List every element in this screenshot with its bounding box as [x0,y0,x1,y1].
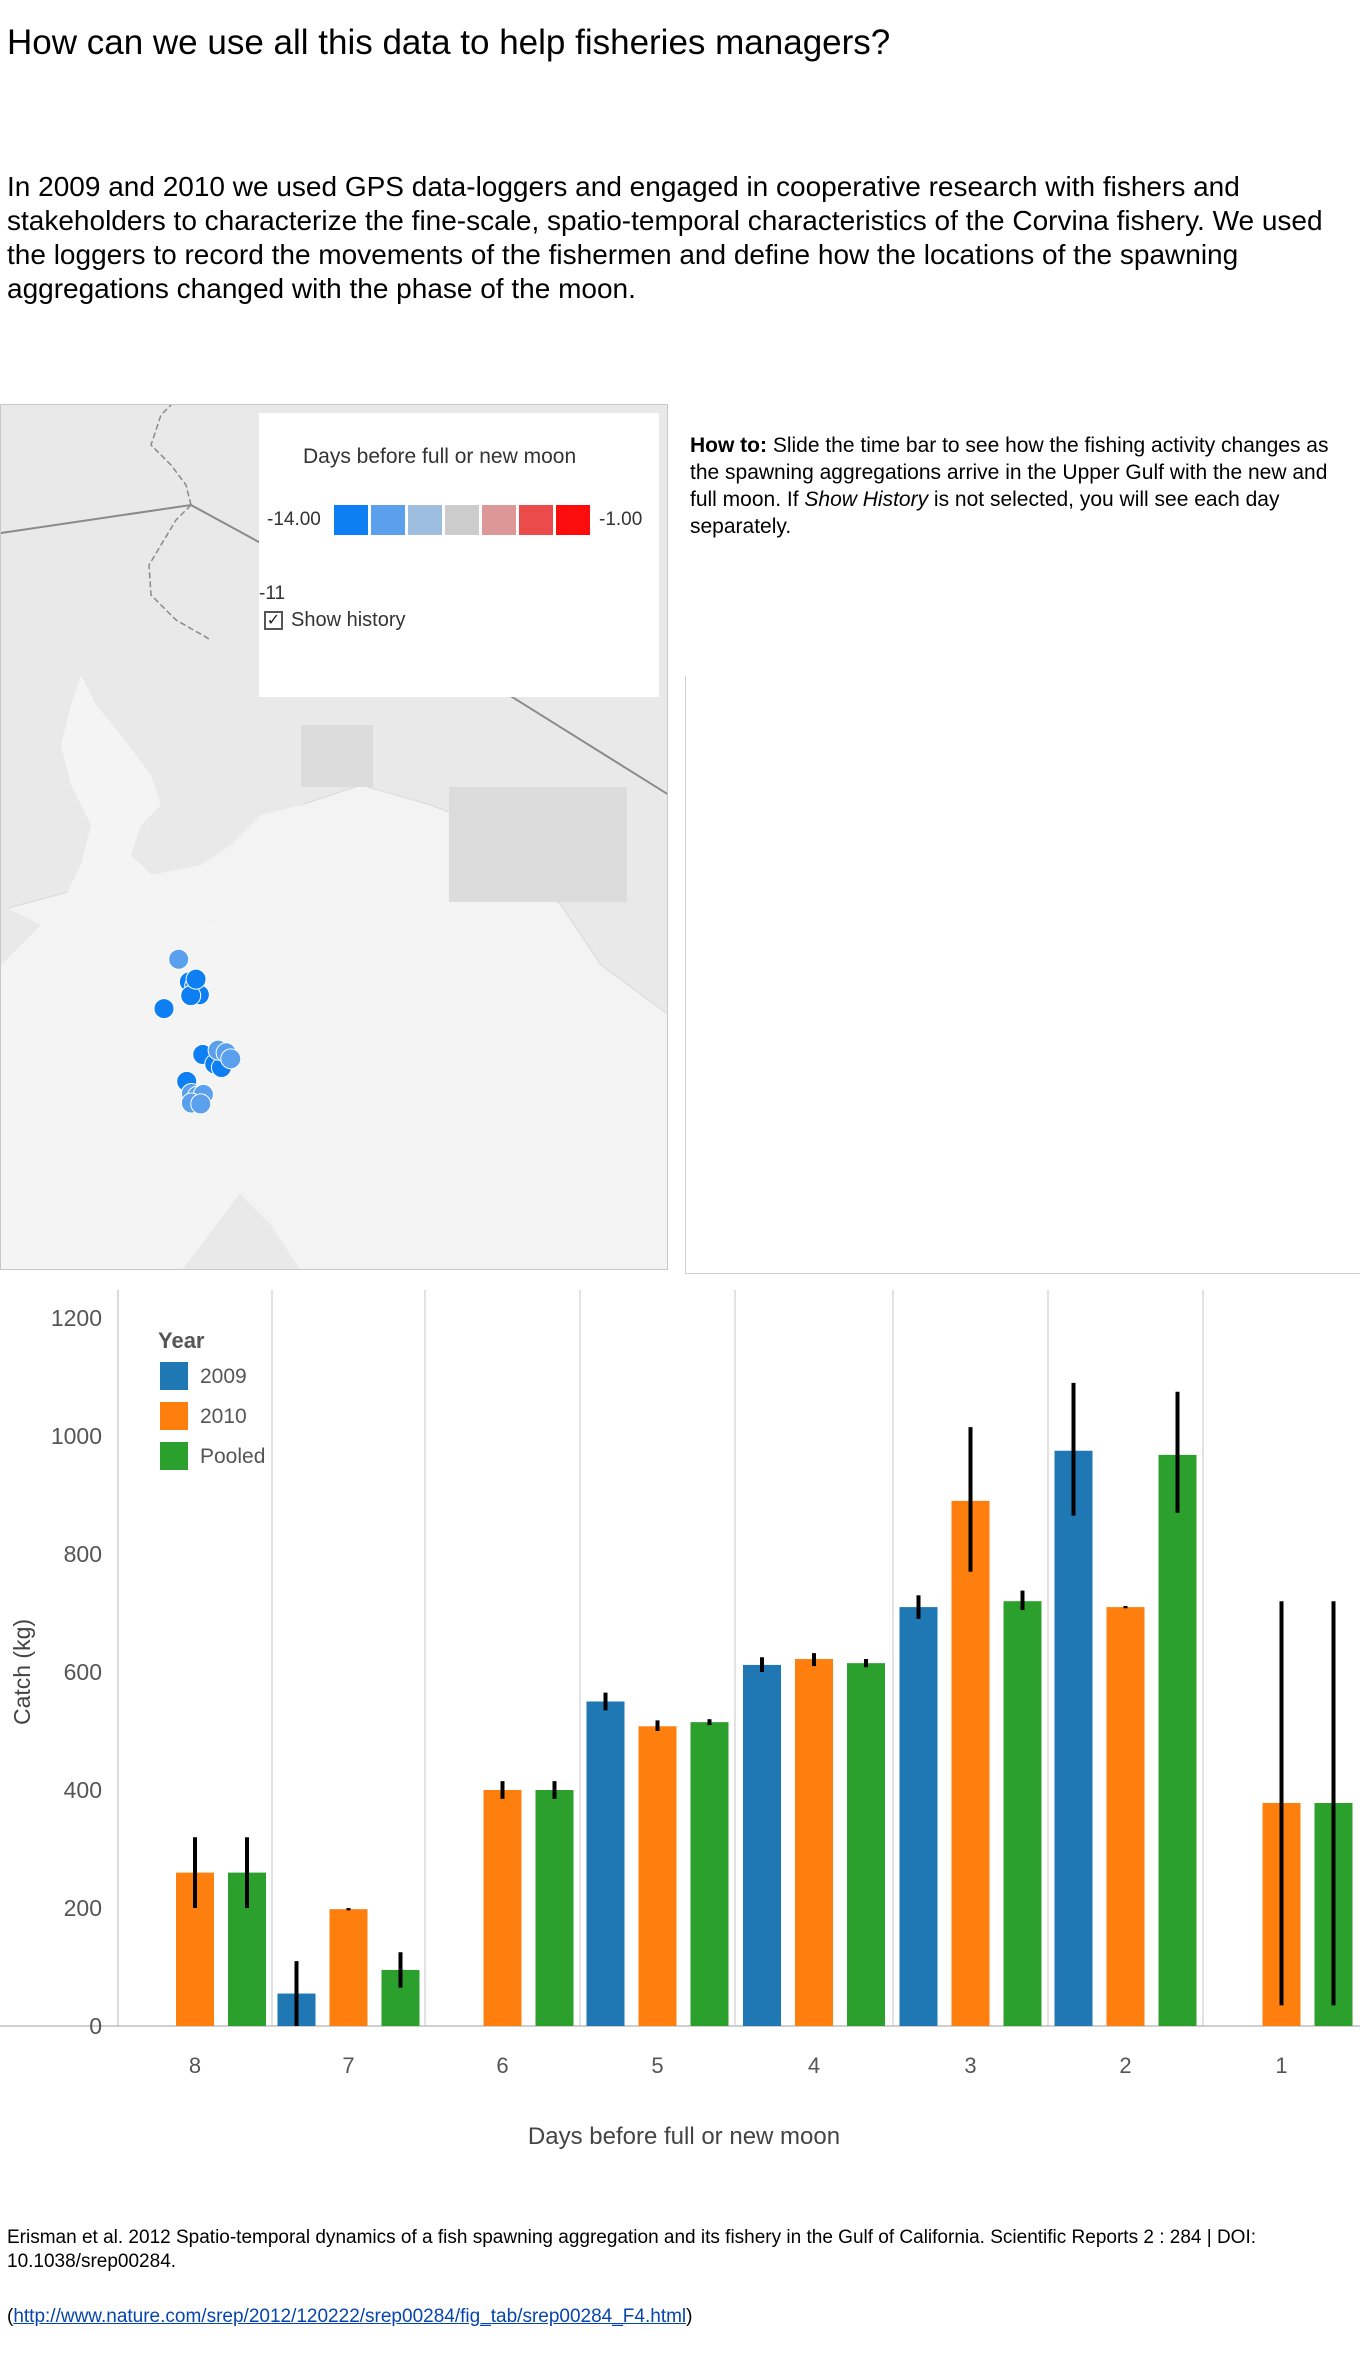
bar-2009-day-2[interactable] [1054,1450,1093,2026]
bar-pooled-day-3[interactable] [1003,1601,1042,2026]
bar-2010-day-3[interactable] [951,1500,990,2026]
ramp-swatch-3 [408,505,442,535]
howto-body-1: Slide the time bar to see how the fishin… [690,434,1329,511]
bar-2010-day-6[interactable] [483,1790,522,2026]
fishing-location-point[interactable] [185,968,207,990]
show-history-toggle[interactable]: ✓ Show history [264,609,406,632]
checkbox-checked-icon[interactable]: ✓ [264,611,283,630]
x-tick-label: 2 [1119,2053,1131,2078]
y-tick-label: 200 [64,1895,102,1921]
source-link-row: (http://www.nature.com/srep/2012/120222/… [7,2306,692,2328]
legend-label-2010: 2010 [200,1405,247,1428]
bar-2010-day-2[interactable] [1106,1607,1145,2026]
legend-swatch-2010 [160,1402,188,1430]
bar-2010-day-5[interactable] [638,1726,677,2026]
bar-2009-day-4[interactable] [743,1664,781,2026]
fishing-location-point[interactable] [190,1093,212,1115]
howto-lead: How to: [690,434,767,457]
x-tick-label: 5 [651,2053,663,2078]
bar-2009-day-5[interactable] [586,1701,625,2027]
legend-swatch-2009 [160,1362,188,1390]
page-title: How can we use all this data to help fis… [7,23,891,62]
ramp-swatch-5 [482,505,516,535]
ramp-swatch-2 [371,505,405,535]
map-panel[interactable]: Days before full or new moon -14.00 -1.0… [0,404,668,1270]
detail-panel [685,676,1360,1274]
y-tick-label: 800 [64,1541,102,1567]
legend-max-label: -1.00 [599,509,643,530]
citation: Erisman et al. 2012 Spatio-temporal dyna… [7,2227,1257,2272]
bar-2009-day-3[interactable] [899,1607,938,2026]
legend-swatch-pooled [160,1442,188,1470]
catch-bar-chart: 0 200 400 600 800 1000 1200 Catch (kg) 8 7 6 5 4 3 2 1 D… [0,1290,1360,2150]
legend-title: Days before full or new moon [303,445,577,468]
bar-pooled-day-5[interactable] [690,1722,729,2026]
ramp-swatch-1 [334,505,368,535]
x-tick-label: 8 [189,2053,201,2078]
y-tick-label: 400 [64,1777,102,1803]
legend-title: Year [158,1328,205,1353]
map-legend: Days before full or new moon -14.00 -1.0… [259,413,659,697]
legend-label-pooled: Pooled [200,1445,265,1468]
ramp-swatch-4 [445,505,479,535]
show-history-label: Show history [291,609,406,631]
source-paren-close: ) [686,2306,693,2327]
time-slider-value[interactable]: -11 [259,583,286,604]
x-tick-label: 1 [1275,2053,1287,2078]
bar-2010-day-7[interactable] [329,1909,368,2026]
x-tick-label: 3 [964,2053,976,2078]
fishing-location-point[interactable] [220,1048,242,1070]
fishing-location-point[interactable] [168,948,190,970]
x-tick-label: 4 [808,2053,820,2078]
color-ramp [334,505,590,535]
x-axis-title: Days before full or new moon [528,2123,840,2150]
y-tick-label: 0 [89,2013,102,2039]
source-paren-open: ( [7,2306,14,2327]
bar-pooled-day-2[interactable] [1158,1454,1197,2026]
howto-text: How to: Slide the time bar to see how th… [690,432,1330,540]
legend-label-2009: 2009 [200,1365,247,1388]
howto-body-2: is not selected, you will see each day s… [690,488,1280,538]
x-tick-label: 6 [496,2053,508,2078]
bar-pooled-day-6[interactable] [535,1790,574,2026]
ramp-swatch-7 [556,505,590,535]
howto-show-history-term: Show History [804,488,929,511]
y-axis-title: Catch (kg) [9,1619,35,1725]
y-tick-label: 1000 [51,1423,102,1449]
fishing-locations[interactable] [153,948,242,1115]
intro-paragraph: In 2009 and 2010 we used GPS data-logger… [7,171,1323,304]
source-link[interactable]: http://www.nature.com/srep/2012/120222/s… [13,2306,687,2327]
fishing-location-point[interactable] [153,998,175,1020]
legend-min-label: -14.00 [267,509,321,530]
ramp-swatch-6 [519,505,553,535]
y-tick-label: 1200 [51,1305,102,1331]
y-tick-label: 600 [64,1659,102,1685]
x-tick-label: 7 [342,2053,354,2078]
bar-2010-day-4[interactable] [795,1659,833,2026]
bar-pooled-day-4[interactable] [847,1663,885,2026]
